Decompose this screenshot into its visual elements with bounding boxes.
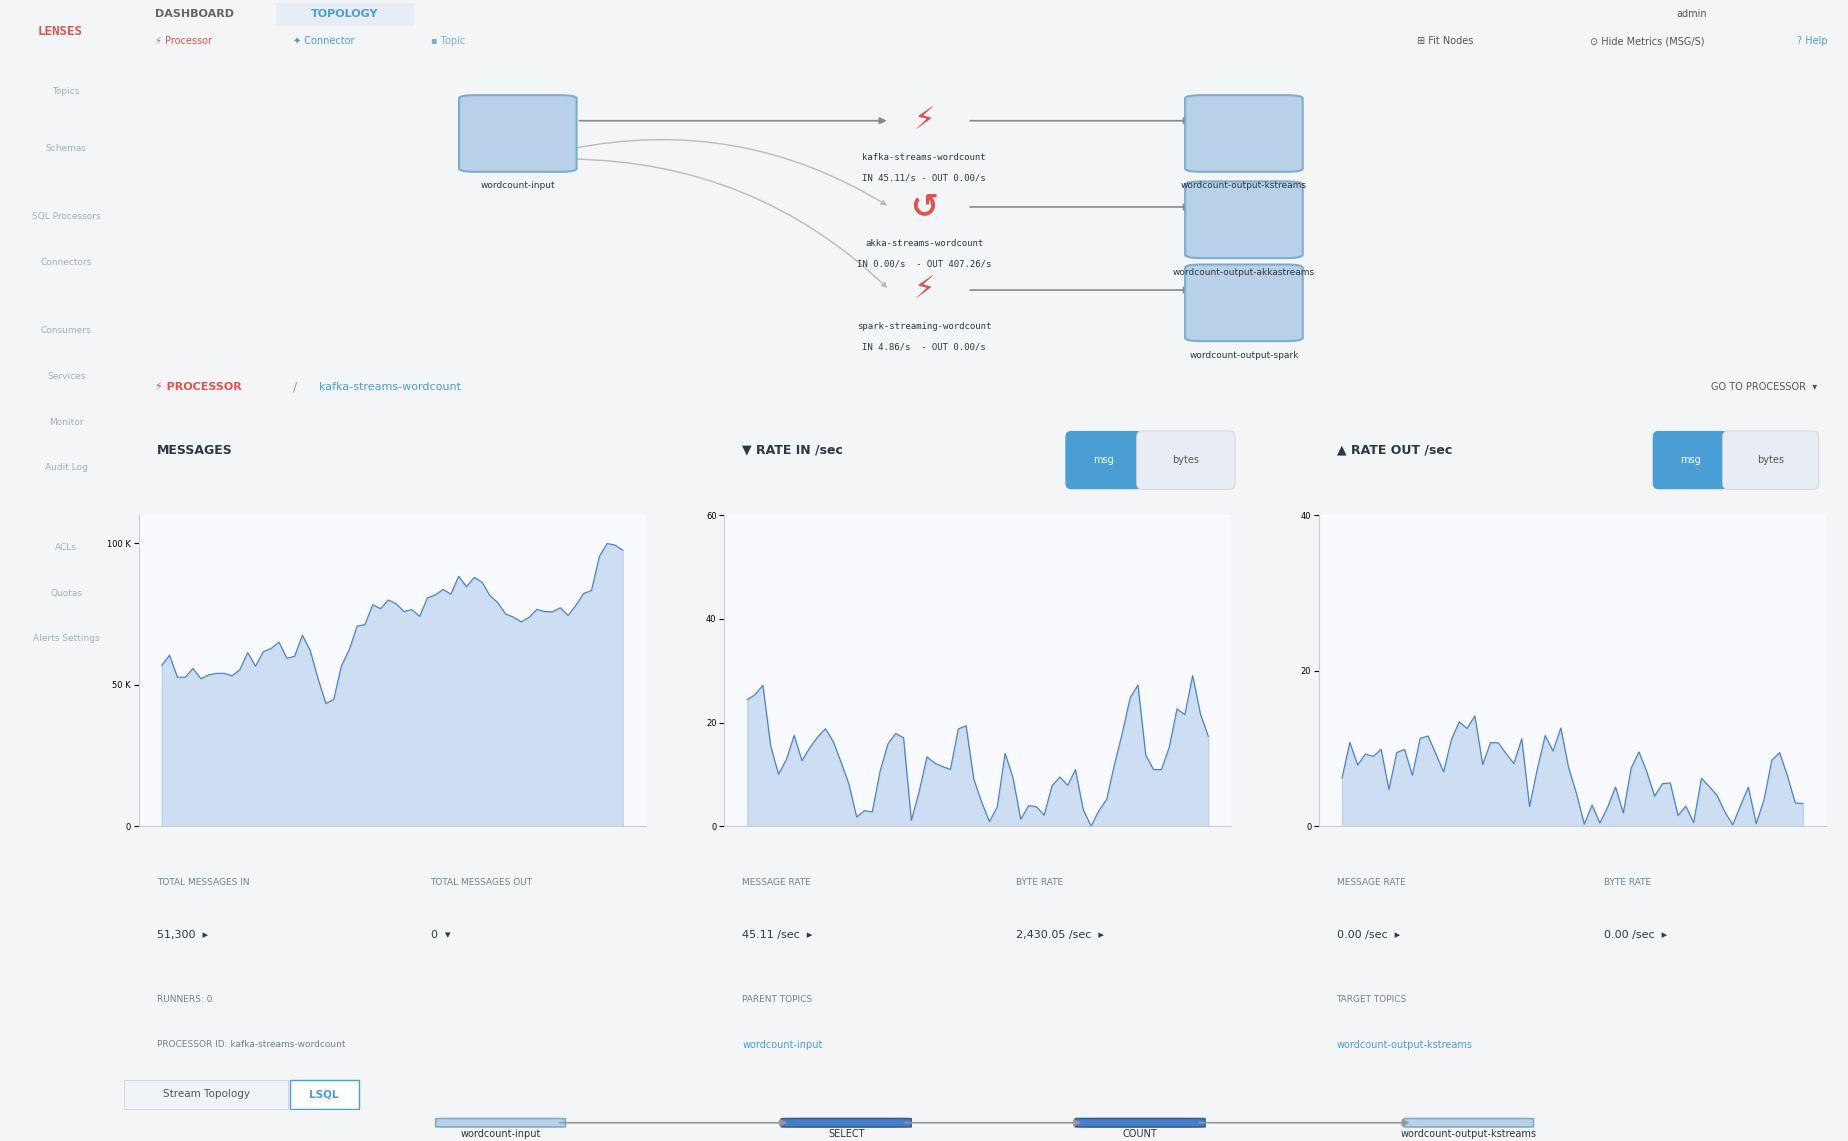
FancyBboxPatch shape — [1403, 1118, 1532, 1127]
Text: SELECT: SELECT — [828, 1128, 865, 1139]
Text: wordcount-output-kstreams: wordcount-output-kstreams — [1401, 1128, 1536, 1139]
FancyBboxPatch shape — [782, 1118, 911, 1127]
Text: Stream Topology: Stream Topology — [163, 1090, 249, 1099]
Text: bytes: bytes — [1172, 455, 1199, 466]
Text: wordcount-output-kstreams: wordcount-output-kstreams — [1181, 181, 1307, 191]
Text: ? Help: ? Help — [1796, 37, 1828, 46]
FancyBboxPatch shape — [1185, 95, 1303, 172]
Text: Schemas: Schemas — [46, 144, 87, 153]
Text: kafka-streams-wordcount: kafka-streams-wordcount — [320, 382, 460, 393]
Text: Services: Services — [46, 372, 85, 381]
Text: /: / — [292, 381, 298, 394]
FancyBboxPatch shape — [436, 1118, 565, 1127]
Text: RUNNERS: 0: RUNNERS: 0 — [157, 995, 213, 1004]
Text: 45.11 /sec  ▸: 45.11 /sec ▸ — [741, 930, 813, 940]
Text: TOPOLOGY: TOPOLOGY — [310, 9, 379, 19]
Text: BYTE RATE: BYTE RATE — [1016, 879, 1063, 887]
Text: PARENT TOPICS: PARENT TOPICS — [741, 995, 811, 1004]
FancyBboxPatch shape — [290, 1079, 359, 1109]
FancyBboxPatch shape — [275, 2, 414, 26]
Text: ⚡ PROCESSOR: ⚡ PROCESSOR — [155, 382, 242, 393]
Text: PROCESSOR ID: kafka-streams-wordcount: PROCESSOR ID: kafka-streams-wordcount — [157, 1041, 346, 1049]
Text: Consumers: Consumers — [41, 326, 91, 335]
FancyBboxPatch shape — [1137, 431, 1234, 489]
Text: wordcount-output-akkastreams: wordcount-output-akkastreams — [1172, 268, 1314, 276]
Text: ACLs: ACLs — [55, 543, 78, 552]
Text: MESSAGE RATE: MESSAGE RATE — [1336, 879, 1404, 887]
Text: wordcount-input: wordcount-input — [460, 1128, 540, 1139]
Text: ▲ RATE OUT /sec: ▲ RATE OUT /sec — [1336, 444, 1451, 456]
Text: IN 0.00/s  - OUT 407.26/s: IN 0.00/s - OUT 407.26/s — [856, 260, 991, 268]
Text: BYTE RATE: BYTE RATE — [1604, 879, 1650, 887]
FancyBboxPatch shape — [1652, 431, 1726, 489]
Text: wordcount-input: wordcount-input — [741, 1041, 822, 1050]
Text: Quotas: Quotas — [50, 589, 81, 598]
Text: SQL Processors: SQL Processors — [31, 212, 100, 221]
Text: MESSAGE RATE: MESSAGE RATE — [741, 879, 811, 887]
FancyBboxPatch shape — [124, 1079, 288, 1109]
Text: LSQL: LSQL — [309, 1090, 338, 1099]
Text: MESSAGES: MESSAGES — [157, 444, 233, 456]
FancyBboxPatch shape — [1185, 181, 1303, 258]
Text: 0  ▾: 0 ▾ — [431, 930, 449, 940]
Text: spark-streaming-wordcount: spark-streaming-wordcount — [856, 322, 991, 331]
Text: 51,300  ▸: 51,300 ▸ — [157, 930, 207, 940]
Text: LENSES: LENSES — [37, 25, 83, 39]
FancyBboxPatch shape — [1722, 431, 1818, 489]
Text: ⚡: ⚡ — [913, 106, 935, 136]
Text: wordcount-output-spark: wordcount-output-spark — [1188, 350, 1297, 359]
Text: ⚡: ⚡ — [913, 275, 935, 305]
Text: GO TO PROCESSOR  ▾: GO TO PROCESSOR ▾ — [1709, 382, 1817, 393]
FancyBboxPatch shape — [1185, 265, 1303, 341]
Text: TARGET TOPICS: TARGET TOPICS — [1336, 995, 1406, 1004]
Text: 2,430.05 /sec  ▸: 2,430.05 /sec ▸ — [1016, 930, 1103, 940]
Text: 0.00 /sec  ▸: 0.00 /sec ▸ — [1336, 930, 1399, 940]
Text: Audit Log: Audit Log — [44, 463, 87, 472]
Text: IN 4.86/s  - OUT 0.00/s: IN 4.86/s - OUT 0.00/s — [861, 342, 985, 351]
Text: wordcount-input: wordcount-input — [480, 181, 554, 191]
FancyBboxPatch shape — [458, 95, 577, 172]
Text: kafka-streams-wordcount: kafka-streams-wordcount — [861, 153, 985, 162]
Text: TOTAL MESSAGES IN: TOTAL MESSAGES IN — [157, 879, 249, 887]
Text: Topics: Topics — [52, 87, 79, 96]
Text: COUNT: COUNT — [1122, 1128, 1157, 1139]
Text: wordcount-output-kstreams: wordcount-output-kstreams — [1336, 1041, 1471, 1050]
Text: Alerts Settings: Alerts Settings — [33, 634, 100, 644]
Text: msg: msg — [1092, 455, 1112, 466]
FancyBboxPatch shape — [1076, 1118, 1205, 1127]
Text: ▼ RATE IN /sec: ▼ RATE IN /sec — [741, 444, 843, 456]
Text: ⊞ Fit Nodes: ⊞ Fit Nodes — [1416, 37, 1473, 46]
Text: msg: msg — [1680, 455, 1700, 466]
Text: ↺: ↺ — [909, 191, 937, 224]
Text: Connectors: Connectors — [41, 258, 92, 267]
Text: IN 45.11/s - OUT 0.00/s: IN 45.11/s - OUT 0.00/s — [861, 173, 985, 183]
Text: ⊙ Hide Metrics (MSG/S): ⊙ Hide Metrics (MSG/S) — [1589, 37, 1704, 46]
Text: Monitor: Monitor — [48, 418, 83, 427]
Text: DASHBOARD: DASHBOARD — [155, 9, 233, 19]
Text: 0.00 /sec  ▸: 0.00 /sec ▸ — [1604, 930, 1667, 940]
FancyBboxPatch shape — [1064, 431, 1142, 489]
Text: ✦ Connector: ✦ Connector — [292, 37, 355, 46]
Text: akka-streams-wordcount: akka-streams-wordcount — [865, 238, 983, 248]
Text: TOTAL MESSAGES OUT: TOTAL MESSAGES OUT — [431, 879, 532, 887]
Text: ▪ Topic: ▪ Topic — [431, 37, 466, 46]
Text: ⚡ Processor: ⚡ Processor — [155, 37, 213, 46]
Text: bytes: bytes — [1756, 455, 1783, 466]
Text: admin: admin — [1674, 9, 1706, 19]
